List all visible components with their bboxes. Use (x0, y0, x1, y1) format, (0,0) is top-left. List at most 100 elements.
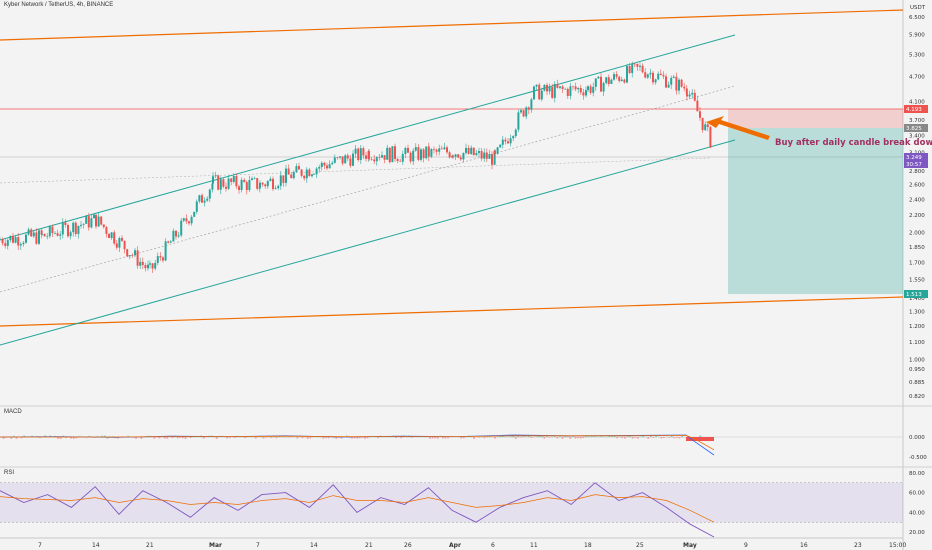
candle-body (313, 174, 315, 175)
candle-body (686, 94, 688, 97)
macd-histogram-bar (613, 435, 616, 438)
candle-body (370, 159, 373, 160)
candle-body (378, 157, 381, 158)
candle-body (540, 90, 543, 100)
macd-histogram-bar (361, 437, 364, 438)
candle-body (467, 147, 470, 154)
candle-body (600, 76, 602, 92)
macd-histogram-bar (621, 437, 624, 439)
macd-histogram-bar (535, 436, 538, 438)
candle-body (386, 147, 389, 160)
macd-histogram-bar (538, 436, 540, 438)
macd-histogram-bar (673, 437, 676, 439)
macd-histogram-bar (306, 437, 309, 439)
macd-histogram-bar (351, 437, 353, 439)
candle-body (569, 86, 572, 96)
candle-body (14, 237, 17, 243)
candle-body (315, 168, 318, 175)
candle-body (354, 148, 357, 154)
candle-body (579, 88, 582, 93)
candle-body (126, 249, 129, 257)
candle-body (693, 92, 696, 101)
price-tick-label: 1.000 (909, 358, 925, 364)
candle-body (546, 84, 548, 92)
channel-upper (0, 34, 736, 241)
time-tick-label: 21 (365, 542, 373, 549)
channel-lower (0, 139, 736, 346)
candle-body (396, 158, 399, 162)
macd-histogram-bar (325, 437, 327, 438)
macd-histogram-bar (644, 437, 647, 438)
candle-body (261, 182, 264, 185)
candle-body (182, 218, 185, 221)
candle-body (425, 146, 428, 159)
candle-body (77, 225, 80, 235)
candle-body (19, 244, 22, 246)
candle-body (295, 166, 298, 172)
macd-histogram-bar (184, 437, 187, 439)
macd-histogram-bar (564, 436, 566, 438)
macd-histogram-bar (382, 436, 384, 438)
macd-histogram-bar (65, 437, 67, 439)
candle-body (180, 220, 183, 236)
candle-body (652, 72, 654, 83)
candle-body (548, 87, 551, 92)
candle-body (587, 86, 589, 91)
candle-body (346, 155, 349, 159)
macd-histogram-bar (226, 437, 228, 439)
candle-body (592, 86, 595, 93)
price-label-box (904, 290, 928, 298)
macd-histogram-bar (262, 437, 265, 439)
candle-body (368, 151, 370, 160)
candle-body (522, 110, 525, 117)
macd-histogram-bar (650, 436, 652, 438)
price-tick-label: 0.820 (909, 394, 925, 400)
rsi-pane-label: RSI (4, 470, 15, 476)
candle-body (115, 243, 118, 248)
candle-body (195, 201, 198, 212)
candle-body (85, 216, 88, 224)
macd-histogram-bar (234, 437, 236, 439)
macd-histogram-bar (665, 436, 668, 438)
price-label-box (904, 124, 928, 132)
price-tick-label: 0.950 (909, 367, 925, 373)
candle-body (594, 78, 597, 87)
price-tick-label: 4.100 (909, 99, 925, 105)
candle-body (409, 152, 412, 162)
candle-body (287, 168, 290, 175)
target-zone (728, 128, 903, 294)
time-tick-label: 26 (404, 542, 412, 549)
candle-body (121, 237, 123, 241)
candle-body (422, 149, 425, 159)
candle-body (488, 154, 491, 159)
candle-body (311, 174, 313, 177)
candle-body (465, 147, 467, 153)
candle-body (219, 179, 222, 190)
candle-body (352, 153, 354, 166)
price-tick-label: 1.700 (909, 260, 925, 266)
candle-body (123, 240, 126, 250)
candle-body (525, 107, 528, 117)
candle-body (172, 230, 175, 242)
macd-histogram-bar (10, 437, 13, 439)
candle-body (373, 159, 376, 162)
candle-body (323, 162, 326, 166)
candle-body (245, 182, 248, 191)
price-label-value: 30:57 (906, 162, 922, 168)
candle-body (303, 175, 306, 179)
candle-body (641, 65, 644, 73)
candle-body (118, 237, 121, 248)
macd-histogram-bar (483, 437, 486, 439)
macd-histogram-bar (668, 437, 670, 438)
macd-histogram-bar (590, 436, 592, 438)
candle-body (675, 76, 678, 91)
price-tick-label: 6.500 (909, 15, 925, 21)
candle-body (680, 79, 683, 87)
macd-histogram-bar (566, 436, 569, 438)
candle-body (214, 175, 217, 177)
candle-body (507, 141, 509, 144)
rsi-tick-label: 80.00 (909, 471, 925, 477)
candle-body (341, 156, 344, 164)
macd-histogram-bar (652, 437, 655, 438)
